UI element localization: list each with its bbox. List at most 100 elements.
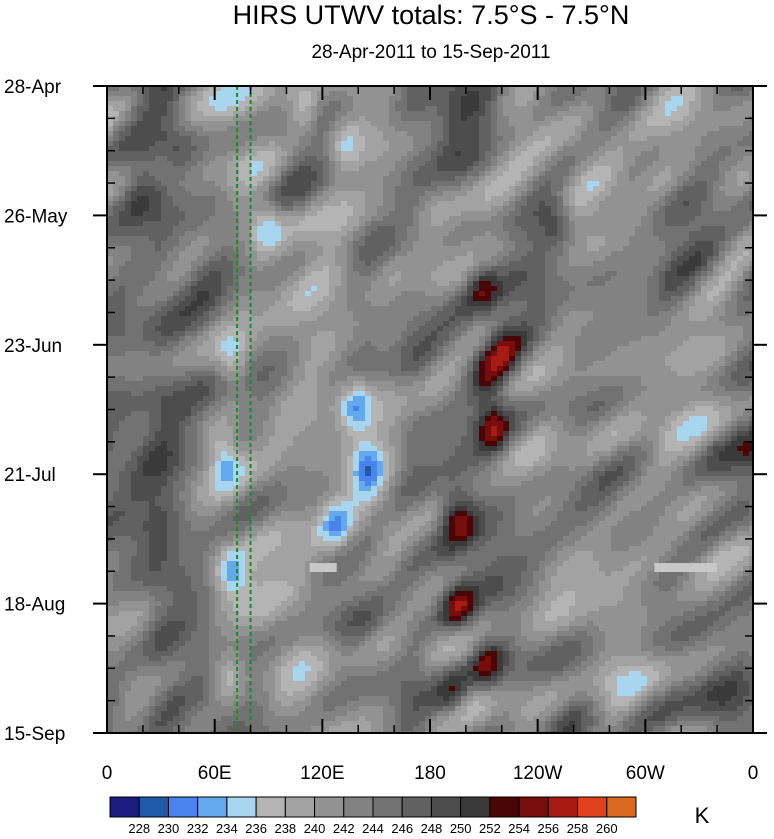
field-cell: [521, 161, 528, 167]
field-cell: [203, 136, 210, 142]
field-cell: [599, 141, 606, 147]
field-cell: [173, 191, 180, 197]
field-cell: [629, 246, 636, 252]
field-cell: [611, 251, 618, 257]
field-cell: [347, 171, 354, 177]
field-cell: [419, 266, 426, 272]
field-cell: [197, 101, 204, 107]
field-cell: [335, 141, 342, 147]
field-cell: [161, 291, 168, 297]
field-cell: [275, 186, 282, 192]
field-cell: [413, 191, 420, 197]
field-cell: [365, 116, 372, 122]
field-cell: [731, 266, 738, 272]
field-cell: [719, 211, 726, 217]
field-cell: [413, 196, 420, 202]
field-cell: [161, 211, 168, 217]
field-cell: [491, 126, 498, 132]
field-cell: [677, 201, 684, 207]
field-cell: [329, 196, 336, 202]
field-cell: [671, 196, 678, 202]
field-cell: [533, 261, 540, 267]
field-cell: [611, 96, 618, 102]
field-cell: [485, 136, 492, 142]
field-cell: [557, 161, 564, 167]
field-cell: [653, 291, 660, 297]
field-cell: [371, 171, 378, 177]
field-cell: [557, 276, 564, 282]
field-cell: [425, 301, 432, 307]
field-cell: [263, 236, 270, 242]
field-cell: [329, 276, 336, 282]
field-cell: [413, 311, 420, 317]
field-cell: [113, 206, 120, 212]
field-cell: [695, 156, 702, 162]
field-cell: [311, 291, 318, 297]
field-cell: [413, 296, 420, 302]
field-cell: [521, 151, 528, 157]
field-cell: [305, 261, 312, 267]
field-cell: [215, 316, 222, 322]
field-cell: [119, 281, 126, 287]
field-cell: [281, 186, 288, 192]
field-cell: [293, 266, 300, 272]
field-cell: [521, 236, 528, 242]
field-cell: [341, 171, 348, 177]
field-cell: [125, 231, 132, 237]
field-cell: [161, 186, 168, 192]
field-cell: [467, 271, 474, 277]
field-cell: [371, 91, 378, 97]
field-cell: [203, 211, 210, 217]
field-cell: [215, 251, 222, 257]
field-cell: [605, 141, 612, 147]
field-cell: [329, 111, 336, 117]
field-cell: [509, 166, 516, 172]
field-cell: [173, 296, 180, 302]
field-cell: [191, 221, 198, 227]
field-cell: [515, 206, 522, 212]
field-cell: [521, 266, 528, 272]
field-cell: [251, 311, 258, 317]
field-cell: [719, 256, 726, 262]
field-cell: [461, 251, 468, 257]
field-cell: [221, 186, 228, 192]
field-cell: [479, 296, 486, 302]
field-cell: [725, 256, 732, 262]
field-cell: [701, 231, 708, 237]
field-cell: [251, 206, 258, 212]
field-cell: [461, 171, 468, 177]
field-cell: [647, 91, 654, 97]
field-cell: [491, 286, 498, 292]
field-cell: [635, 221, 642, 227]
field-cell: [167, 96, 174, 102]
field-cell: [209, 316, 216, 322]
field-cell: [407, 231, 414, 237]
field-cell: [431, 311, 438, 317]
field-cell: [305, 166, 312, 172]
field-cell: [209, 136, 216, 142]
field-cell: [131, 306, 138, 312]
field-cell: [557, 136, 564, 142]
field-cell: [533, 281, 540, 287]
field-cell: [653, 116, 660, 122]
field-cell: [335, 281, 342, 287]
field-cell: [575, 171, 582, 177]
field-cell: [323, 181, 330, 187]
field-cell: [431, 176, 438, 182]
field-cell: [407, 311, 414, 317]
field-cell: [665, 156, 672, 162]
field-cell: [719, 306, 726, 312]
field-cell: [359, 286, 366, 292]
field-cell: [605, 181, 612, 187]
field-cell: [425, 271, 432, 277]
field-cell: [443, 101, 450, 107]
field-cell: [197, 311, 204, 317]
field-cell: [581, 156, 588, 162]
field-cell: [683, 216, 690, 222]
field-cell: [503, 256, 510, 262]
field-cell: [731, 201, 738, 207]
field-cell: [593, 141, 600, 147]
field-cell: [323, 306, 330, 312]
field-cell: [365, 181, 372, 187]
field-cell: [155, 251, 162, 257]
